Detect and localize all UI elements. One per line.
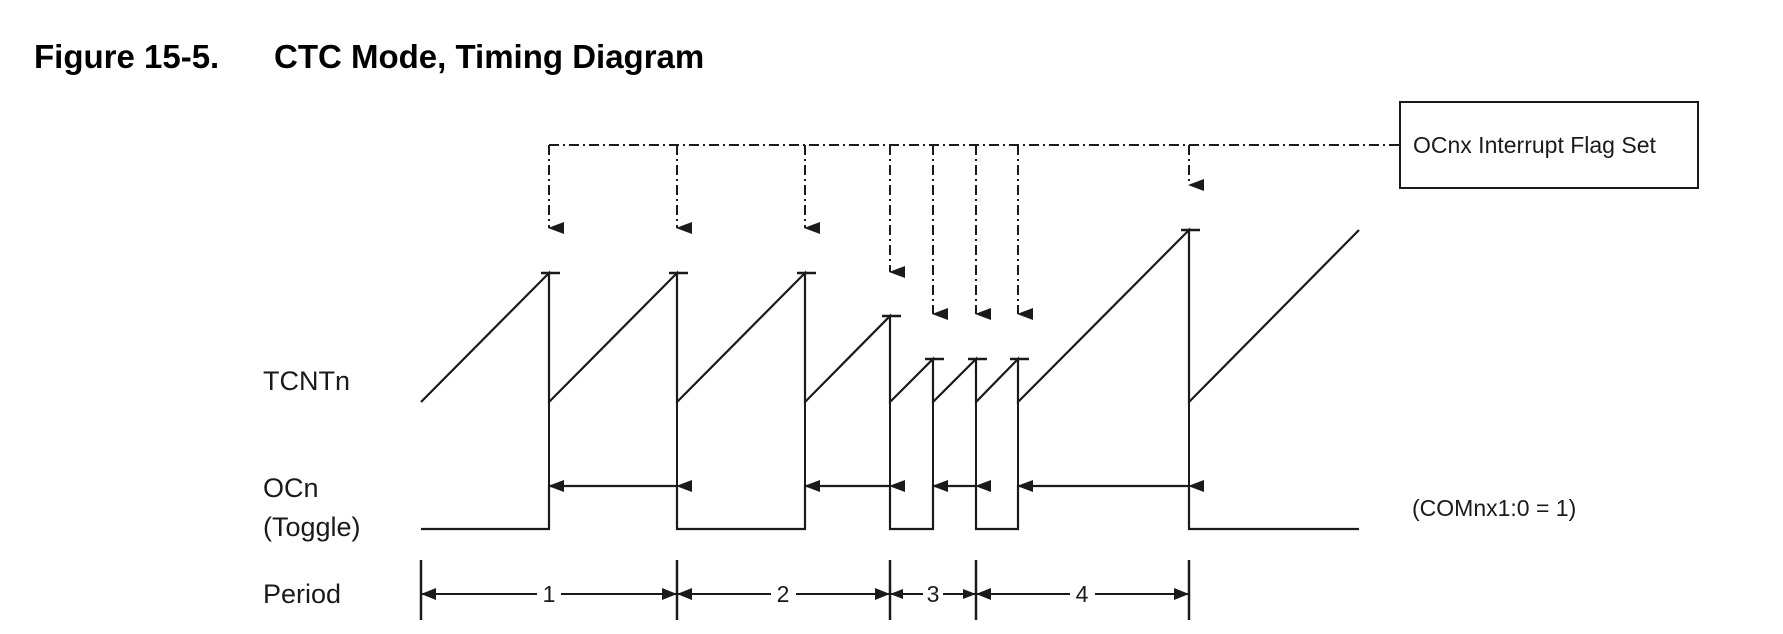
period-number: 3 — [927, 581, 940, 607]
tcnt-label: TCNTn — [263, 366, 350, 396]
period-label: Period — [263, 579, 341, 609]
interrupt-flag-text: OCnx Interrupt Flag Set — [1413, 132, 1656, 158]
toggle-arrows — [548, 402, 1204, 492]
ocn-toggle-label: (Toggle) — [263, 512, 361, 542]
figure-title: CTC Mode, Timing Diagram — [274, 38, 705, 75]
interrupt-flag-box — [1399, 101, 1699, 189]
period-3 — [890, 589, 976, 599]
period-2 — [677, 588, 890, 600]
period-number: 1 — [543, 581, 556, 607]
figure-heading: Figure 15-5. CTC Mode, Timing Diagram — [34, 38, 704, 76]
top-markers — [541, 228, 1200, 361]
ocn-label: OCn — [263, 473, 319, 503]
figure-number: Figure 15-5. — [34, 38, 220, 75]
mode-note: (COMnx1:0 = 1) — [1412, 495, 1576, 521]
ocn-waveform — [421, 484, 1359, 531]
period-number: 4 — [1076, 581, 1089, 607]
period-number: 2 — [777, 581, 790, 607]
period-1 — [421, 588, 677, 600]
tcnt-waveform — [420, 227, 1360, 405]
period-4 — [976, 588, 1189, 600]
period-ticks — [419, 560, 1191, 620]
interrupt-arrows — [548, 145, 1204, 320]
